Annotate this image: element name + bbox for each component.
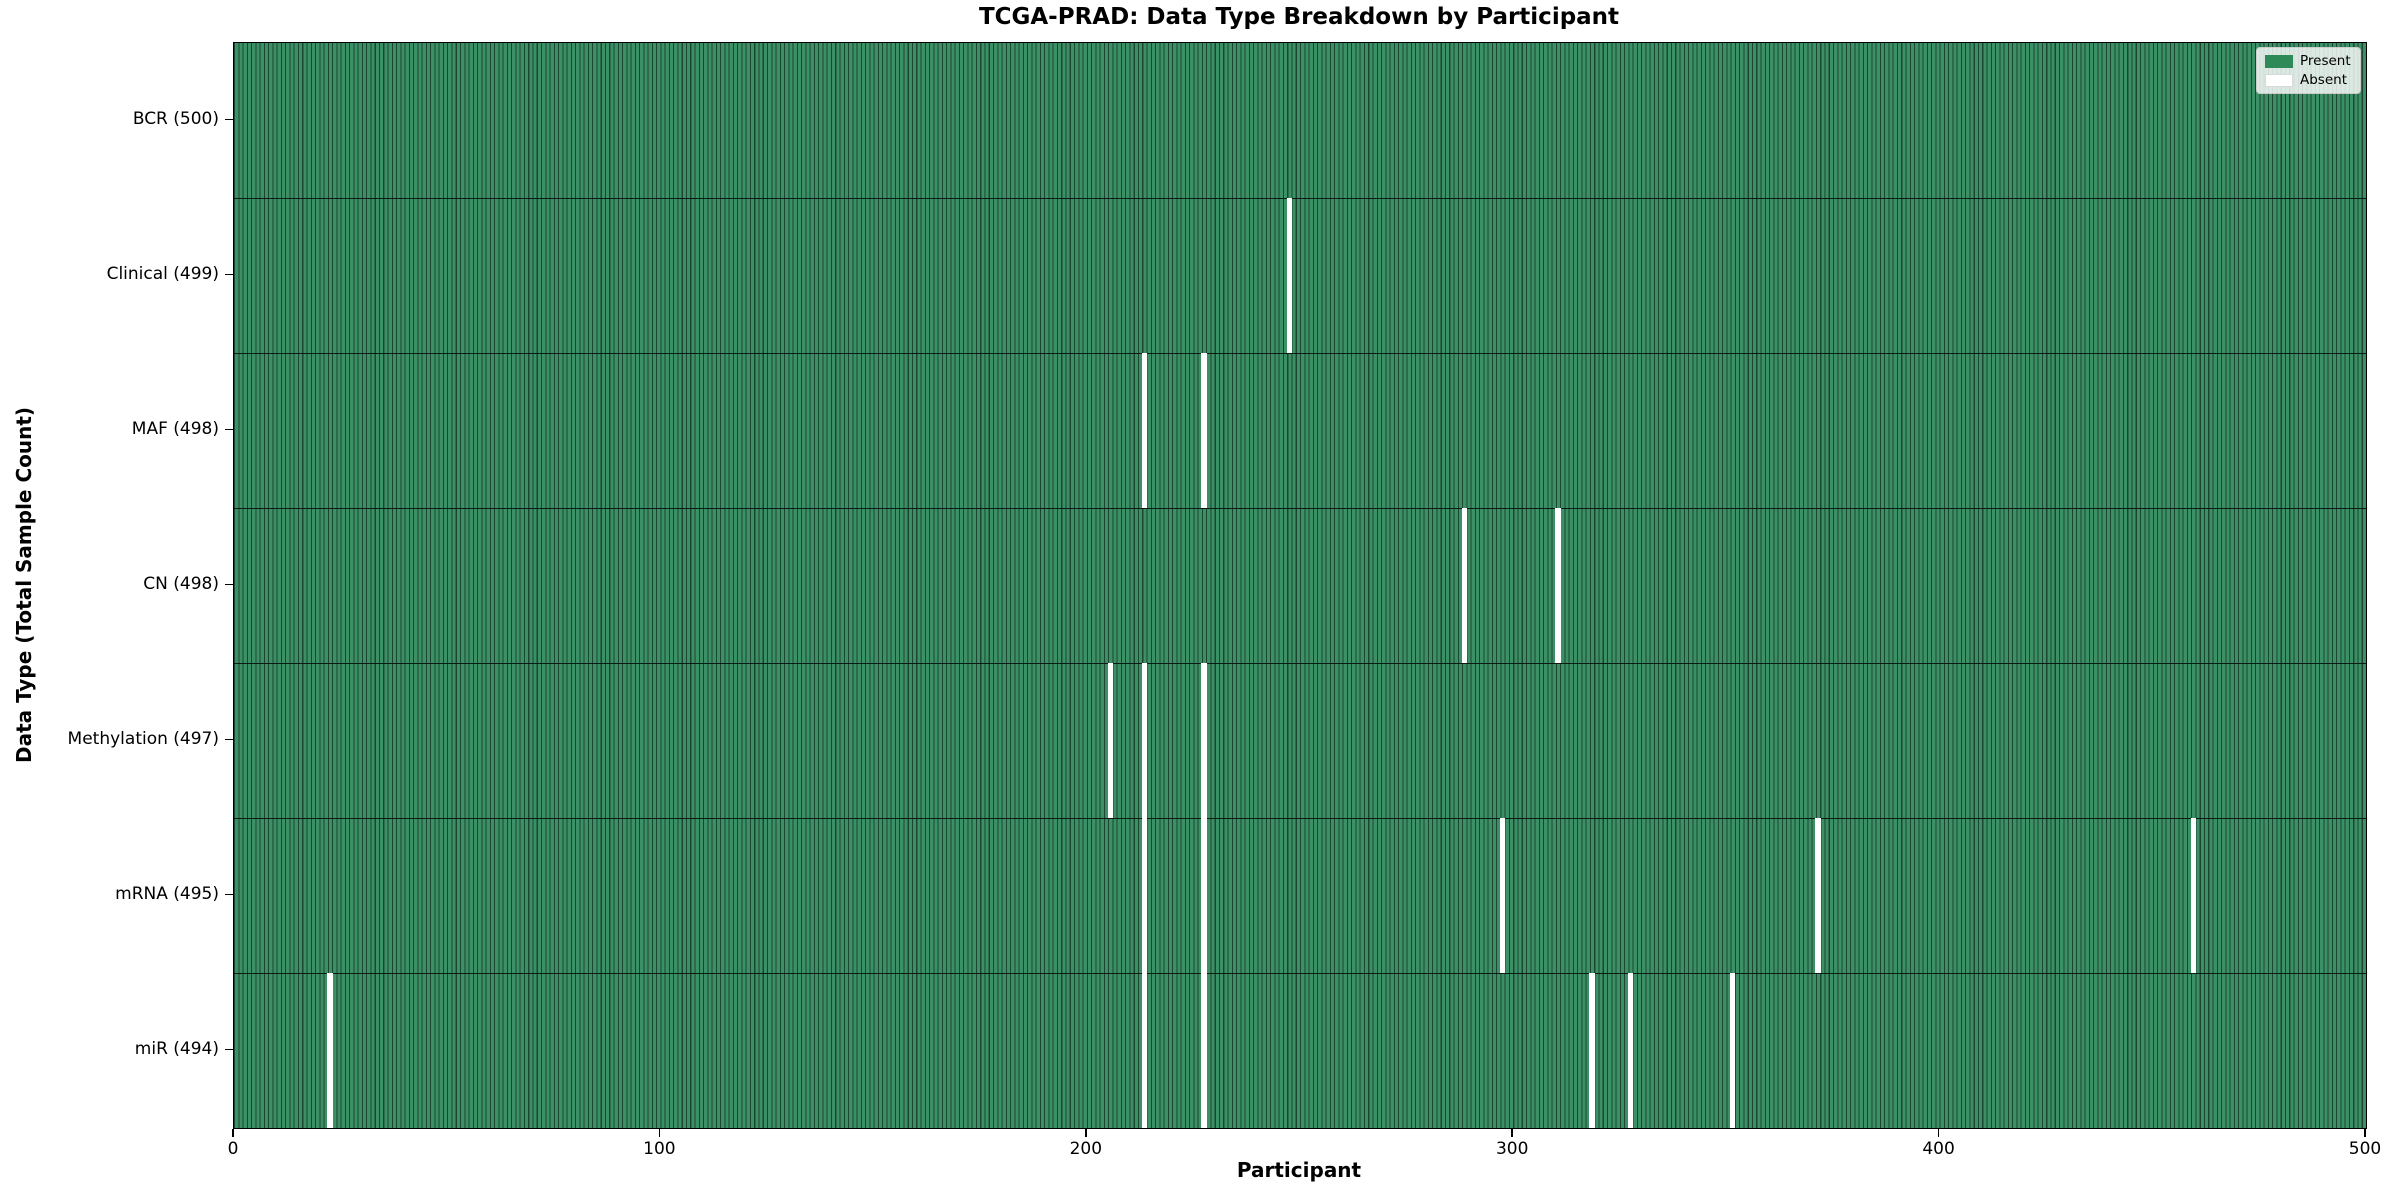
present-swatch-icon <box>2265 54 2293 68</box>
absent-gap <box>1201 353 1207 508</box>
y-tick-mark <box>225 1048 233 1051</box>
absent-gap <box>1201 663 1207 818</box>
row-separator <box>234 818 2366 820</box>
chart-title: TCGA-PRAD: Data Type Breakdown by Partic… <box>978 4 1620 30</box>
legend-label-absent: Absent <box>2300 72 2347 88</box>
legend: Present Absent <box>2256 47 2361 94</box>
x-tick-label-300: 300 <box>1495 1139 1529 1159</box>
absent-gap <box>1499 818 1506 973</box>
y-tick-mark <box>225 583 233 586</box>
y-tick-label-methylation: Methylation (497) <box>67 729 219 749</box>
absent-gap <box>1589 973 1595 1128</box>
y-tick-label-mrna: mRNA (495) <box>115 884 219 904</box>
x-axis-label: Participant <box>1236 1158 1362 1182</box>
y-tick-label-mir: miR (494) <box>134 1039 219 1059</box>
y-tick-label-cn: CN (498) <box>143 574 219 594</box>
absent-gap <box>1141 663 1147 818</box>
x-tick-label-100: 100 <box>643 1139 676 1159</box>
absent-gap <box>1201 816 1207 973</box>
y-tick-mark <box>225 118 233 121</box>
row-bcr <box>234 43 2366 198</box>
row-separator <box>234 663 2366 665</box>
row-maf <box>234 353 2366 508</box>
x-tick-mark <box>1511 1129 1513 1137</box>
row-separator <box>234 353 2366 355</box>
absent-gap <box>1815 818 1821 973</box>
row-mir <box>234 971 2366 1128</box>
y-tick-label-bcr: BCR (500) <box>132 109 219 129</box>
row-separator <box>234 198 2366 200</box>
x-tick-label-500: 500 <box>2348 1139 2382 1159</box>
y-tick-mark <box>225 273 233 276</box>
absent-gap <box>1141 816 1147 973</box>
row-mrna <box>234 816 2366 973</box>
absent-gap <box>1461 508 1467 663</box>
x-tick-mark <box>232 1129 234 1137</box>
absent-gap <box>1201 971 1207 1128</box>
absent-gap <box>1286 198 1292 353</box>
x-tick-label-400: 400 <box>1922 1139 1955 1159</box>
x-tick-mark <box>1085 1129 1087 1137</box>
absent-swatch-icon <box>2265 73 2293 87</box>
absent-gap <box>1107 663 1113 818</box>
absent-gap <box>327 973 333 1128</box>
x-tick-mark <box>658 1129 661 1137</box>
absent-gap <box>1730 973 1736 1128</box>
y-tick-mark <box>225 893 233 896</box>
row-separator <box>234 973 2366 975</box>
row-separator <box>234 508 2366 510</box>
y-tick-label-clinical: Clinical (499) <box>106 264 219 284</box>
absent-gap <box>1627 973 1634 1128</box>
row-clinical <box>234 198 2366 353</box>
x-tick-mark <box>2364 1129 2366 1137</box>
y-tick-mark <box>225 428 233 431</box>
row-cn <box>234 508 2366 663</box>
y-tick-mark <box>225 738 233 741</box>
x-tick-label-0: 0 <box>227 1139 239 1159</box>
absent-gap <box>2190 818 2196 973</box>
legend-item-absent: Absent <box>2265 73 2351 87</box>
absent-gap <box>1141 971 1147 1128</box>
plot-area <box>233 42 2367 1129</box>
row-methylation <box>234 663 2366 818</box>
y-tick-label-maf: MAF (498) <box>131 419 219 439</box>
x-tick-mark <box>1937 1129 1940 1137</box>
x-tick-label-200: 200 <box>1069 1139 1103 1159</box>
legend-label-present: Present <box>2300 53 2351 69</box>
absent-gap <box>1555 508 1561 663</box>
absent-gap <box>1141 353 1147 508</box>
legend-item-present: Present <box>2265 54 2351 68</box>
